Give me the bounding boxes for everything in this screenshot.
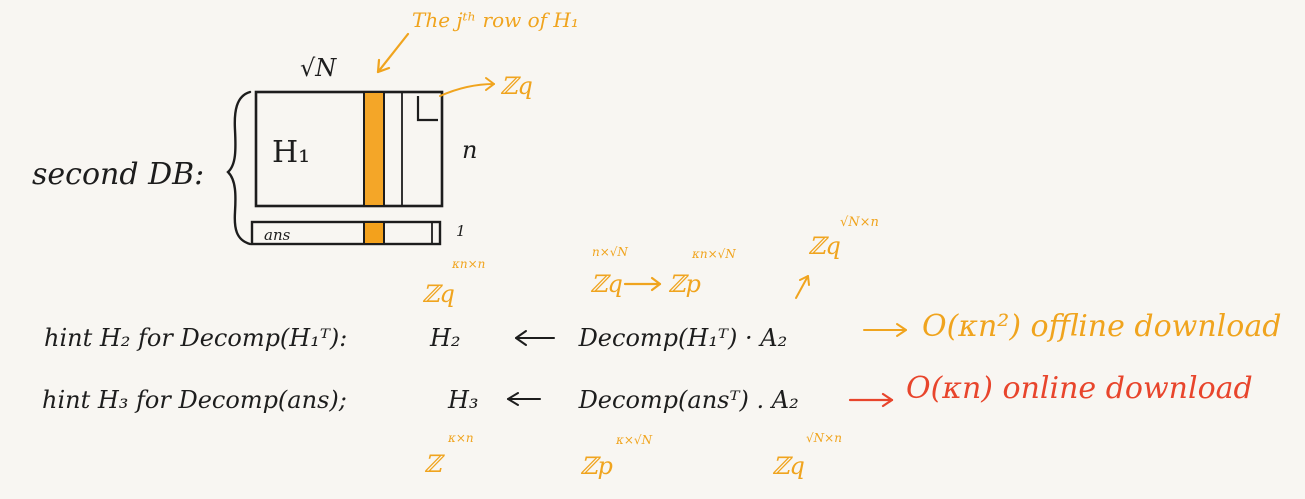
field-zq-a2: ℤq <box>808 232 841 260</box>
db-label: second DB: <box>32 157 205 192</box>
hint-1-rhs: Decomp(H₁ᵀ) · A₂ <box>578 324 788 352</box>
a2-pointer-arrow <box>795 275 809 299</box>
hint-1-cost: O(κn²) offline download <box>922 309 1282 344</box>
jth-row-highlight <box>364 93 383 205</box>
field-zp-2: ℤp <box>580 452 613 480</box>
field-zq-a2-exp: √N×n <box>840 215 879 230</box>
cell-to-zq-arrow <box>439 83 495 97</box>
hint-2-cost: O(κn) online download <box>906 371 1253 406</box>
ans-highlight <box>364 223 383 243</box>
field-zq-2: ℤq <box>772 452 805 480</box>
h1-matrix-box <box>254 90 444 208</box>
rows-n-label: n <box>462 136 478 164</box>
jth-row-annotation: The jᵗʰ row of H₁ <box>412 8 579 32</box>
ans-field-exp: κn×n <box>452 257 486 271</box>
field-zq-2-exp: √N×n <box>806 431 842 445</box>
hint-2-lhs: H₃ <box>448 386 479 414</box>
ans-label: ans <box>264 226 291 244</box>
hint-2-rhs: Decomp(ansᵀ) . A₂ <box>578 386 799 414</box>
field-zp-2-exp: κ×√N <box>616 433 653 447</box>
database-brace <box>226 90 252 246</box>
ans-field-base: ℤq <box>422 280 455 308</box>
field-z-2-exp: κ×n <box>448 431 474 445</box>
ans-rows-label: 1 <box>456 222 466 240</box>
field-zq-1: ℤq <box>590 270 623 298</box>
hint-1-lhs: H₂ <box>430 324 461 352</box>
field-zq-1-exp: n×√N <box>592 245 628 259</box>
top-width-label: √N <box>300 54 337 82</box>
cell-marker <box>416 96 438 122</box>
jth-row-arrow <box>376 32 410 74</box>
ans-row-box <box>250 220 442 246</box>
hint-2-prefix: hint H₃ for Decomp(ans); <box>42 386 347 414</box>
hint-2-formula: H₃ Decomp(ansᵀ) . A₂ <box>448 388 799 412</box>
hint-1-formula: H₂ Decomp(H₁ᵀ) · A₂ <box>430 326 787 350</box>
field-z-2: ℤ <box>424 450 442 478</box>
h1-label: H₁ <box>272 135 311 170</box>
field-zp-1-exp: κn×√N <box>692 247 736 261</box>
cell-field-label: ℤq <box>500 72 533 100</box>
field-zp-1: ℤp <box>668 270 701 298</box>
hint-1-prefix: hint H₂ for Decomp(H₁ᵀ): <box>44 324 348 352</box>
